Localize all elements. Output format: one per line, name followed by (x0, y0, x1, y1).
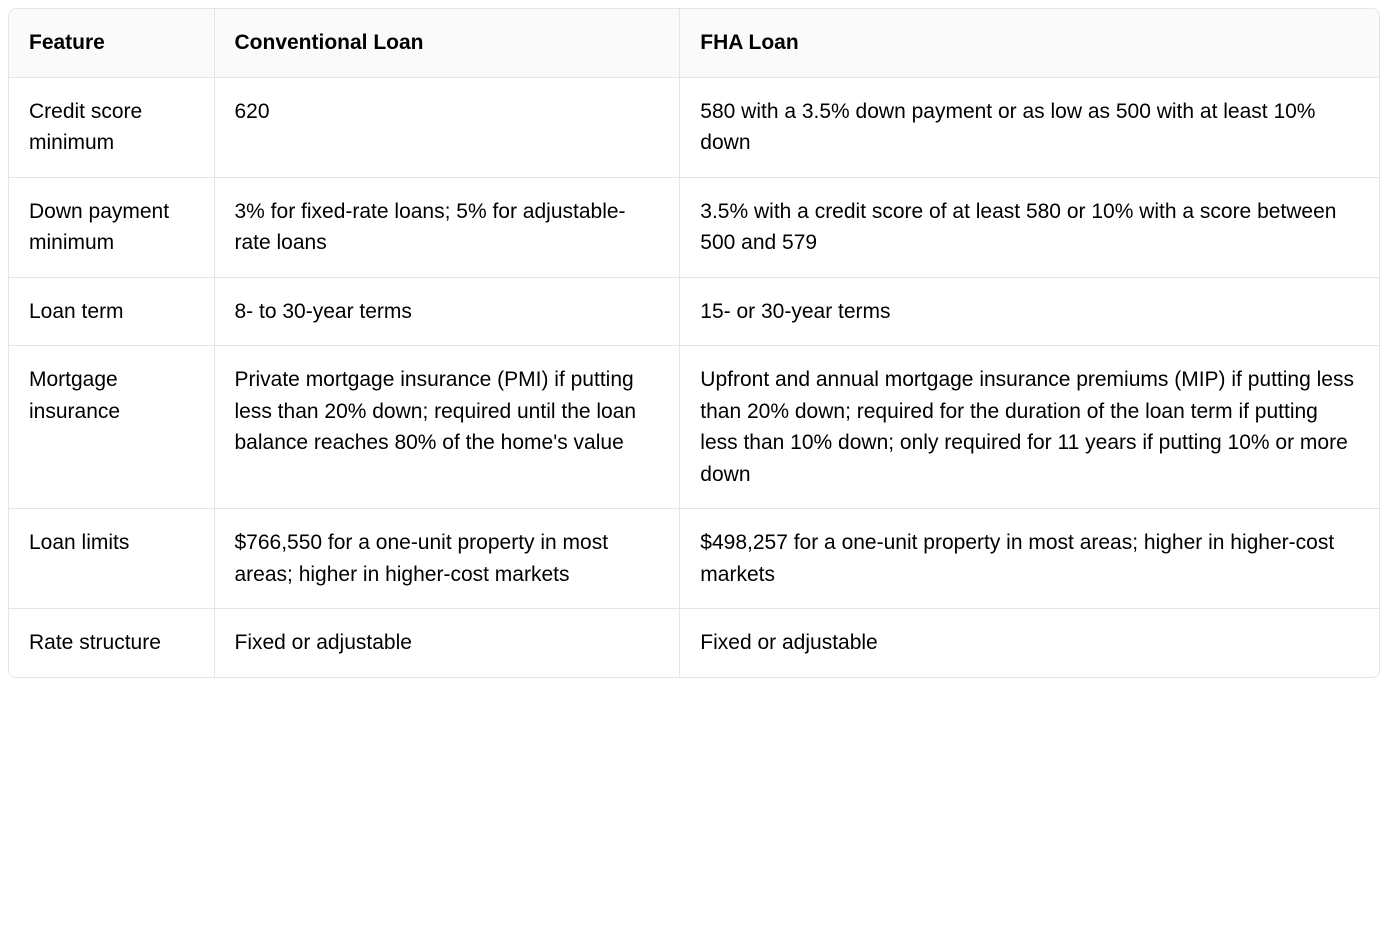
table-row: Mortgage insurance Private mortgage insu… (9, 346, 1379, 509)
feature-cell: Rate structure (9, 609, 215, 677)
fha-cell: Upfront and annual mortgage insurance pr… (680, 346, 1379, 509)
fha-cell: 580 with a 3.5% down payment or as low a… (680, 78, 1379, 178)
table-row: Down payment minimum 3% for fixed-rate l… (9, 178, 1379, 278)
table-row: Rate structure Fixed or adjustable Fixed… (9, 609, 1379, 677)
feature-cell: Credit score minimum (9, 78, 215, 178)
feature-cell: Loan term (9, 278, 215, 347)
fha-cell: 3.5% with a credit score of at least 580… (680, 178, 1379, 278)
fha-cell: $498,257 for a one-unit property in most… (680, 509, 1379, 609)
table-row: Loan term 8- to 30-year terms 15- or 30-… (9, 278, 1379, 347)
feature-cell: Loan limits (9, 509, 215, 609)
table-row: Loan limits $766,550 for a one-unit prop… (9, 509, 1379, 609)
column-header-conventional: Conventional Loan (215, 9, 681, 78)
conventional-cell: 620 (215, 78, 681, 178)
conventional-cell: $766,550 for a one-unit property in most… (215, 509, 681, 609)
column-header-fha: FHA Loan (680, 9, 1379, 78)
feature-cell: Mortgage insurance (9, 346, 215, 509)
fha-cell: Fixed or adjustable (680, 609, 1379, 677)
conventional-cell: 8- to 30-year terms (215, 278, 681, 347)
conventional-cell: Fixed or adjustable (215, 609, 681, 677)
feature-cell: Down payment minimum (9, 178, 215, 278)
loan-comparison-table: Feature Conventional Loan FHA Loan Credi… (8, 8, 1380, 678)
table-row: Credit score minimum 620 580 with a 3.5%… (9, 78, 1379, 178)
fha-cell: 15- or 30-year terms (680, 278, 1379, 347)
column-header-feature: Feature (9, 9, 215, 78)
table-header-row: Feature Conventional Loan FHA Loan (9, 9, 1379, 78)
conventional-cell: Private mortgage insurance (PMI) if putt… (215, 346, 681, 509)
conventional-cell: 3% for fixed-rate loans; 5% for adjustab… (215, 178, 681, 278)
